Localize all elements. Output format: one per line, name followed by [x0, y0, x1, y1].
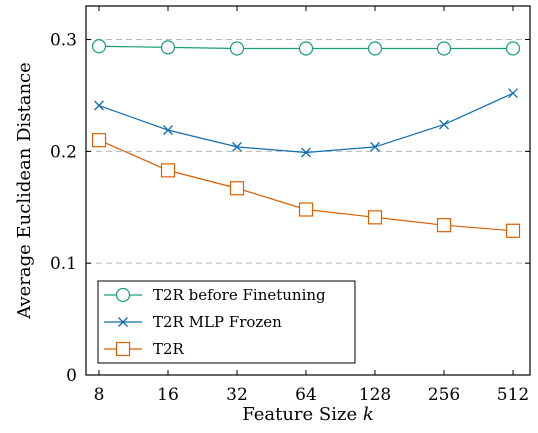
y-tick-label: 0.2	[50, 142, 77, 162]
x-axis-label-text: Feature Size	[242, 404, 357, 425]
x-tick-label: 32	[226, 385, 248, 405]
data-point-circle	[298, 41, 314, 56]
x-axis-label-var: k	[363, 404, 374, 425]
y-axis-ticks: 0 0.1 0.2 0.3	[50, 31, 530, 386]
series-line	[98, 92, 514, 154]
data-point-square	[229, 181, 245, 196]
data-point-x	[301, 147, 311, 158]
plot-frame	[85, 5, 531, 376]
legend-item: T2R MLP Frozen	[104, 313, 282, 331]
data-point-square	[115, 341, 131, 357]
data-point-x	[94, 100, 104, 111]
data-point-x	[118, 317, 128, 327]
data-point-square	[160, 163, 176, 178]
series-line	[98, 139, 514, 232]
legend-label: T2R	[153, 340, 185, 358]
data-point-circle	[229, 41, 245, 56]
data-point-square	[367, 210, 383, 225]
series-square	[91, 133, 521, 238]
x-tick-label: 128	[359, 385, 391, 405]
x-tick-label: 64	[295, 385, 317, 405]
x-axis-label: Feature Size k	[242, 404, 374, 425]
data-point-square	[436, 218, 452, 233]
y-axis-label: Average Euclidean Distance	[14, 62, 35, 320]
y-tick-label: 0	[66, 366, 77, 386]
data-point-circle	[160, 40, 176, 55]
x-tick-label: 16	[157, 385, 179, 405]
data-point-circle	[505, 41, 521, 56]
data-point-x	[163, 125, 173, 136]
legend-label: T2R before Finetuning	[153, 286, 326, 304]
data-point-circle	[115, 287, 131, 303]
data-point-x	[370, 141, 380, 152]
x-tick-label: 256	[428, 385, 460, 405]
x-axis-ticks: 8 16 32 64 128 256 512	[94, 6, 529, 405]
data-point-circle	[436, 41, 452, 56]
y-tick-label: 0.1	[50, 254, 77, 274]
x-tick-label: 512	[497, 385, 529, 405]
data-point-x	[508, 88, 518, 99]
data-point-circle	[91, 39, 107, 54]
data-point-square	[505, 223, 521, 238]
data-point-x	[232, 141, 242, 152]
data-point-x	[439, 119, 449, 130]
data-point-square	[298, 202, 314, 217]
data-point-circle	[367, 41, 383, 56]
legend-label: T2R MLP Frozen	[153, 313, 282, 331]
series-circle	[91, 39, 521, 56]
legend-item: T2R before Finetuning	[104, 286, 326, 304]
series-x	[94, 88, 518, 158]
series-layer	[91, 39, 521, 238]
data-point-square	[91, 133, 107, 148]
legend: T2R before Finetuning T2R MLP Frozen T2R	[97, 280, 356, 364]
y-tick-label: 0.3	[50, 31, 77, 51]
x-tick-label: 8	[94, 385, 105, 405]
legend-item: T2R	[104, 340, 185, 358]
